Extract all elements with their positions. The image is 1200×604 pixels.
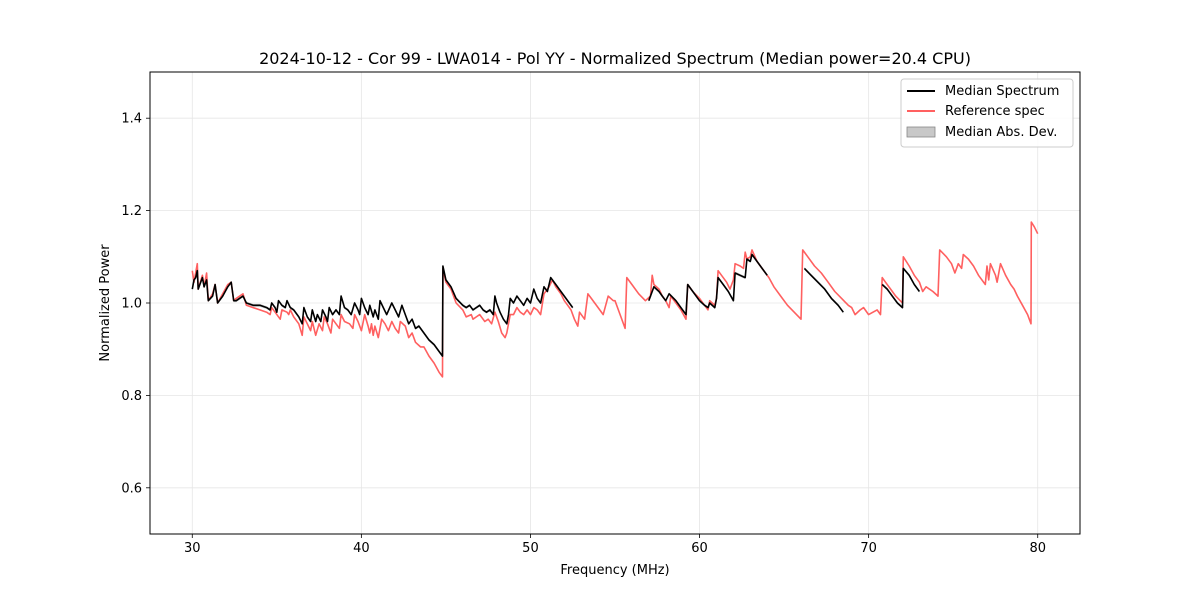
legend-median-label: Median Spectrum — [945, 84, 1059, 99]
x-tick-label: 30 — [184, 541, 201, 556]
x-tick-label: 70 — [860, 541, 877, 556]
series-layer — [191, 221, 1039, 378]
median-spectrum-line — [648, 253, 768, 316]
reference-spectrum-line — [191, 221, 1039, 378]
y-tick-label: 0.8 — [121, 389, 142, 404]
x-tick-label: 50 — [522, 541, 539, 556]
median-spectrum-line — [881, 267, 921, 309]
x-axis-label: Frequency (MHz) — [560, 563, 669, 578]
y-tick-label: 1.2 — [121, 204, 142, 219]
median-spectrum-line — [191, 265, 574, 357]
y-tick-label: 1.4 — [121, 112, 142, 127]
y-axis-label: Normalized Power — [98, 244, 113, 362]
x-tick-label: 60 — [691, 541, 708, 556]
chart-title: 2024-10-12 - Cor 99 - LWA014 - Pol YY - … — [259, 49, 971, 68]
legend: Median Spectrum Reference spec Median Ab… — [900, 78, 1074, 148]
legend-mad-swatch — [906, 126, 936, 138]
median-spectrum-line — [803, 267, 844, 313]
y-tick-label: 1.0 — [121, 297, 142, 312]
legend-mad-label: Median Abs. Dev. — [945, 125, 1057, 140]
tick-layer: 30 40 50 60 70 80 0.6 0.8 1.0 1.2 1.4 — [121, 112, 1046, 556]
legend-reference-label: Reference spec — [945, 104, 1045, 119]
x-tick-label: 40 — [353, 541, 370, 556]
y-tick-label: 0.6 — [121, 481, 142, 496]
x-tick-label: 80 — [1029, 541, 1046, 556]
legend-box — [900, 78, 1074, 148]
